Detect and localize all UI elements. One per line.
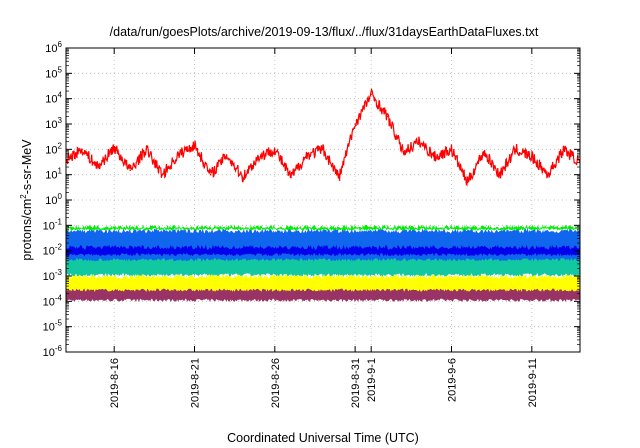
series-point	[129, 169, 132, 172]
y-tick-label: 10-3	[43, 268, 63, 283]
series-point	[498, 173, 501, 176]
series-band	[66, 273, 580, 292]
y-tick-base: 10	[43, 220, 55, 232]
y-tick-base: 10	[45, 170, 57, 182]
series-point	[193, 144, 196, 146]
y-axis-label-sup: 2	[19, 194, 28, 199]
grid	[66, 47, 580, 353]
x-tick-label: 2019-9-11	[527, 358, 539, 407]
y-tick-label: 104	[45, 91, 62, 106]
y-tick-exp: -6	[55, 344, 63, 353]
series-point	[563, 148, 565, 151]
y-tick-exp: -1	[55, 217, 63, 226]
y-tick-label: 10-5	[43, 319, 63, 334]
series-point	[531, 156, 533, 158]
chart-title: /data/run/goesPlots/archive/2019-09-13/f…	[110, 25, 539, 39]
series-point	[209, 173, 212, 176]
x-tick-label: 2019-9-6	[447, 358, 459, 402]
y-tick-label: 101	[45, 167, 62, 182]
y-axis-label-prefix: protons/cm	[20, 199, 34, 261]
series-point	[177, 154, 180, 156]
series-point	[514, 148, 517, 151]
series-point	[354, 123, 356, 125]
series-point	[386, 115, 389, 118]
x-tick-label: 2019-8-26	[270, 358, 282, 408]
series-point	[97, 166, 99, 168]
series-point	[402, 150, 405, 153]
series-point	[225, 154, 228, 156]
series-band	[66, 224, 580, 232]
y-tick-label: 10-4	[43, 293, 63, 308]
y-axis-label: protons/cm2-s-sr-MeV	[19, 139, 34, 261]
y-tick-label: 10-2	[43, 243, 63, 258]
y-tick-base: 10	[45, 119, 57, 131]
series-point	[161, 173, 164, 176]
x-axis-label: Coordinated Universal Time (UTC)	[227, 431, 419, 445]
y-tick-labels: 10-610-510-410-310-210-11001011021031041…	[43, 40, 63, 359]
y-tick-exp: 3	[58, 116, 63, 125]
series-point	[274, 148, 276, 151]
series-point	[466, 181, 469, 184]
y-tick-base: 10	[45, 68, 57, 80]
series-point	[434, 156, 437, 158]
series-point	[418, 140, 421, 143]
x-tick-labels: 2019-8-16 2019-8-21 2019-8-26 2019-8-31 2019…	[109, 358, 539, 408]
y-tick-exp: -4	[55, 293, 63, 302]
y-tick-base: 10	[43, 296, 55, 308]
x-tick-label: 2019-8-21	[190, 358, 202, 408]
y-tick-exp: -3	[55, 268, 63, 277]
series-point	[322, 148, 324, 151]
y-tick-label: 10-6	[43, 344, 63, 359]
y-tick-label: 10-1	[43, 217, 63, 232]
series-point	[306, 154, 308, 156]
series-point	[547, 173, 549, 176]
y-tick-exp: 5	[58, 65, 63, 74]
y-tick-label: 102	[45, 141, 62, 156]
y-tick-base: 10	[43, 322, 55, 334]
y-axis-label-suffix: -s-sr-MeV	[20, 139, 34, 195]
series-point	[450, 148, 453, 151]
y-tick-base: 10	[43, 271, 55, 283]
y-tick-exp: 1	[58, 167, 63, 176]
y-tick-exp: 0	[58, 192, 63, 201]
y-tick-base: 10	[43, 347, 55, 359]
series-group	[66, 87, 580, 302]
series-point	[113, 146, 115, 149]
y-tick-label: 103	[45, 116, 62, 131]
series-point	[145, 148, 148, 151]
y-tick-label: 106	[45, 40, 62, 55]
series-band	[66, 244, 580, 257]
y-tick-base: 10	[43, 246, 55, 258]
series-point	[482, 150, 485, 153]
y-tick-exp: 4	[58, 91, 63, 100]
series-point	[257, 156, 260, 158]
y-tick-exp: 6	[58, 40, 63, 49]
series-point	[290, 176, 292, 178]
x-tick-label: 2019-8-31	[350, 358, 362, 408]
y-tick-label: 100	[45, 192, 62, 207]
series-point	[81, 148, 83, 151]
series-point	[370, 93, 372, 96]
y-tick-exp: -2	[55, 243, 63, 252]
y-tick-exp: 2	[58, 141, 63, 150]
y-tick-base: 10	[45, 94, 57, 106]
y-tick-base: 10	[45, 144, 57, 156]
y-tick-exp: -5	[55, 319, 63, 328]
x-tick-label: 2019-8-16	[109, 358, 121, 408]
series-point	[241, 176, 244, 178]
series-point	[338, 176, 340, 178]
y-tick-base: 10	[45, 43, 57, 55]
x-tick-label: 2019-9-1	[366, 358, 378, 402]
y-tick-base: 10	[45, 195, 57, 207]
series-line	[66, 87, 580, 187]
y-tick-label: 105	[45, 65, 62, 80]
ticks	[66, 47, 580, 353]
